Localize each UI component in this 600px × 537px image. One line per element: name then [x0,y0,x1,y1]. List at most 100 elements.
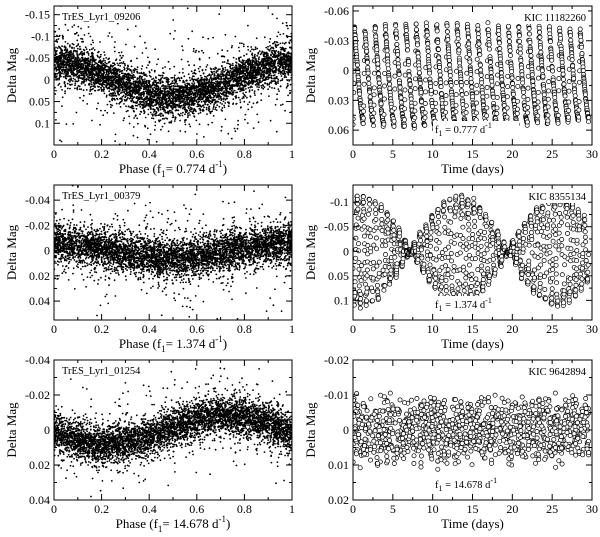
data-point [166,87,169,90]
data-point [107,70,110,73]
data-point [201,98,203,101]
data-point [233,85,235,88]
data-point [132,101,135,103]
data-point [123,62,126,65]
data-point [285,76,288,78]
data-point [242,97,245,99]
data-point [224,118,227,121]
data-point [202,136,205,138]
data-point [243,85,246,88]
data-point [226,69,229,71]
data-point [123,66,125,69]
data-point [116,97,118,100]
data-point [188,123,191,126]
data-point [164,66,167,68]
data-point [245,60,248,62]
data-point [153,89,156,92]
data-point [241,89,243,92]
data-point [242,72,245,75]
data-point [114,41,116,43]
data-point [267,45,269,48]
data-point [162,71,165,74]
data-point [158,94,161,97]
data-point [99,78,102,81]
data-point [247,58,250,61]
data-point [93,49,96,51]
data-point [254,57,256,59]
data-point [253,90,256,93]
data-point [106,68,109,71]
data-point [172,94,175,96]
data-point [286,85,289,88]
data-point [190,88,193,91]
data-point [116,79,119,81]
data-point [172,90,175,93]
data-point [282,56,284,59]
data-point [203,78,205,81]
data-point [107,35,110,37]
data-point [170,111,172,114]
data-point [72,72,74,75]
data-point [151,104,153,107]
data-point [241,42,243,45]
data-point [132,80,135,83]
data-point [105,73,108,75]
data-point [72,60,75,63]
data-point [289,91,292,94]
data-point [191,91,194,94]
data-point [262,87,265,90]
data-point [234,73,237,75]
data-point [179,119,182,122]
data-point [151,114,154,117]
data-point [136,91,139,94]
data-point [182,106,185,109]
data-point [186,116,189,118]
data-point [139,35,142,38]
data-point [257,69,259,72]
data-point [79,58,81,60]
data-point [112,112,115,114]
data-point [91,119,93,122]
data-point [214,101,217,104]
data-point [121,83,124,85]
data-point [136,104,139,107]
data-point [147,56,149,59]
data-point [83,68,86,71]
data-point [242,45,245,48]
data-point [115,76,118,79]
data-point [255,62,258,64]
data-point [287,60,290,63]
data-point [276,62,279,65]
data-point [184,96,187,99]
data-point [228,88,231,91]
data-point [201,69,204,71]
data-point [100,53,102,56]
data-point [138,79,141,82]
data-point [145,105,147,107]
data-point [214,78,217,81]
data-point [276,98,278,101]
data-point [109,103,112,106]
data-point [102,57,105,60]
data-point [212,99,215,101]
data-point [148,101,151,104]
data-point [64,90,66,93]
data-point [186,82,189,85]
data-point [63,81,66,83]
data-point [162,106,164,109]
data-point [141,78,144,81]
data-point [221,110,224,112]
data-point [167,85,169,87]
data-point [83,78,86,81]
data-point [129,90,132,93]
data-point [283,50,286,53]
data-point [103,54,106,56]
data-point [71,47,74,49]
data-point [134,25,137,27]
data-point [167,130,170,133]
data-point [141,65,144,67]
data-point [276,93,278,96]
data-point [61,96,64,99]
data-point [117,70,119,72]
data-point [64,76,67,79]
